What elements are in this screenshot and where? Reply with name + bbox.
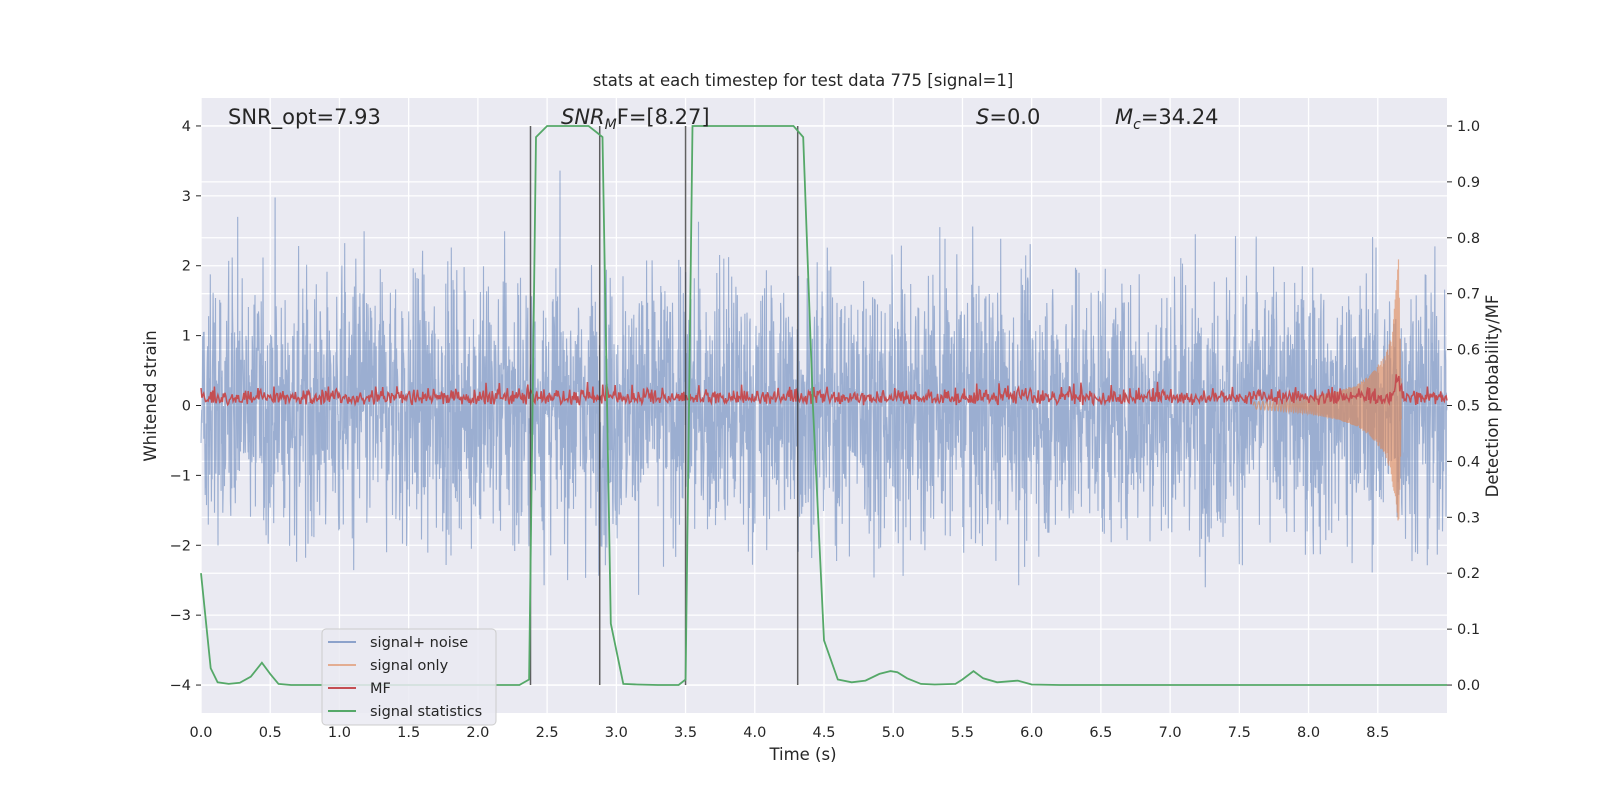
chart-title: stats at each timestep for test data 775… bbox=[593, 71, 1014, 90]
x-tick-label: 8.5 bbox=[1366, 725, 1389, 741]
series-mf bbox=[200, 374, 1448, 407]
y-right-tick-label: 0.6 bbox=[1457, 343, 1480, 359]
x-tick-label: 7.5 bbox=[1228, 725, 1251, 741]
chart-marks bbox=[200, 125, 1448, 686]
y-left-tick-label: −3 bbox=[170, 608, 191, 624]
x-tick-label: 0.5 bbox=[259, 725, 282, 741]
y-right-tick-label: 0.2 bbox=[1457, 566, 1480, 582]
y-left-tick-label: −4 bbox=[170, 678, 191, 694]
legend-label-mf: MF bbox=[370, 681, 391, 697]
y-right-tick-label: 0.4 bbox=[1457, 454, 1480, 470]
x-tick-label: 4.5 bbox=[812, 725, 835, 741]
x-tick-label: 3.0 bbox=[605, 725, 628, 741]
x-tick-label: 1.0 bbox=[328, 725, 351, 741]
y-left-tick-label: −1 bbox=[170, 468, 191, 484]
y-right-tick-label: 0.8 bbox=[1457, 231, 1480, 247]
annotation-snr-mf: SNRMF=[8.27] bbox=[561, 105, 710, 133]
x-tick-label: 2.5 bbox=[536, 725, 559, 741]
legend: signal+ noise signal only MF signal stat… bbox=[321, 628, 497, 726]
y-right-tick-label: 0.5 bbox=[1457, 399, 1480, 415]
y-right-tick-label: 0.0 bbox=[1457, 678, 1480, 694]
y-left-tick-label: −2 bbox=[170, 538, 191, 554]
annotation-s: S=0.0 bbox=[976, 105, 1040, 129]
x-tick-label: 0.0 bbox=[189, 725, 212, 741]
x-tick-label: 4.0 bbox=[743, 725, 766, 741]
y-right-tick-label: 0.9 bbox=[1457, 175, 1480, 191]
x-tick-label: 5.0 bbox=[882, 725, 905, 741]
x-tick-label: 6.0 bbox=[1020, 725, 1043, 741]
legend-box bbox=[321, 628, 497, 726]
x-tick-label: 6.5 bbox=[1089, 725, 1112, 741]
x-tick-label: 2.0 bbox=[466, 725, 489, 741]
y-right-tick-label: 1.0 bbox=[1457, 119, 1480, 135]
annotation-snr-opt: SNR_opt=7.93 bbox=[228, 105, 381, 130]
x-tick-label: 5.5 bbox=[951, 725, 974, 741]
annotation-mc: Mc=34.24 bbox=[1115, 105, 1219, 133]
y-right-tick-label: 0.7 bbox=[1457, 287, 1480, 303]
y-left-tick-label: 1 bbox=[182, 329, 191, 345]
y-left-tick-label: 4 bbox=[182, 119, 191, 135]
y-right-tick-label: 0.1 bbox=[1457, 622, 1480, 638]
x-tick-label: 1.5 bbox=[397, 725, 420, 741]
y-left-tick-label: 2 bbox=[182, 259, 191, 275]
y-right-tick-label: 0.3 bbox=[1457, 510, 1480, 526]
legend-label-signal-statistics: signal statistics bbox=[370, 704, 482, 720]
y-left-tick-label: 0 bbox=[182, 399, 191, 415]
axes: 0.0 0.5 1.0 1.5 2.0 2.5 3.0 3.5 4.0 4.5 5.0 5.5 6.0 6… bbox=[170, 119, 1480, 741]
y-axis-label-right: Detection probability/MF bbox=[1483, 295, 1502, 498]
legend-label-signal-only: signal only bbox=[370, 658, 449, 674]
series-signal-statistics bbox=[200, 125, 1447, 686]
legend-label-signal-noise: signal+ noise bbox=[370, 635, 468, 651]
y-axis-label-left: Whitened strain bbox=[141, 330, 160, 461]
x-tick-label: 7.0 bbox=[1159, 725, 1182, 741]
series-signal-noise bbox=[200, 170, 1448, 595]
x-axis-label: Time (s) bbox=[768, 745, 836, 764]
y-left-tick-label: 3 bbox=[182, 189, 191, 205]
x-tick-label: 3.5 bbox=[674, 725, 697, 741]
x-tick-label: 8.0 bbox=[1297, 725, 1320, 741]
